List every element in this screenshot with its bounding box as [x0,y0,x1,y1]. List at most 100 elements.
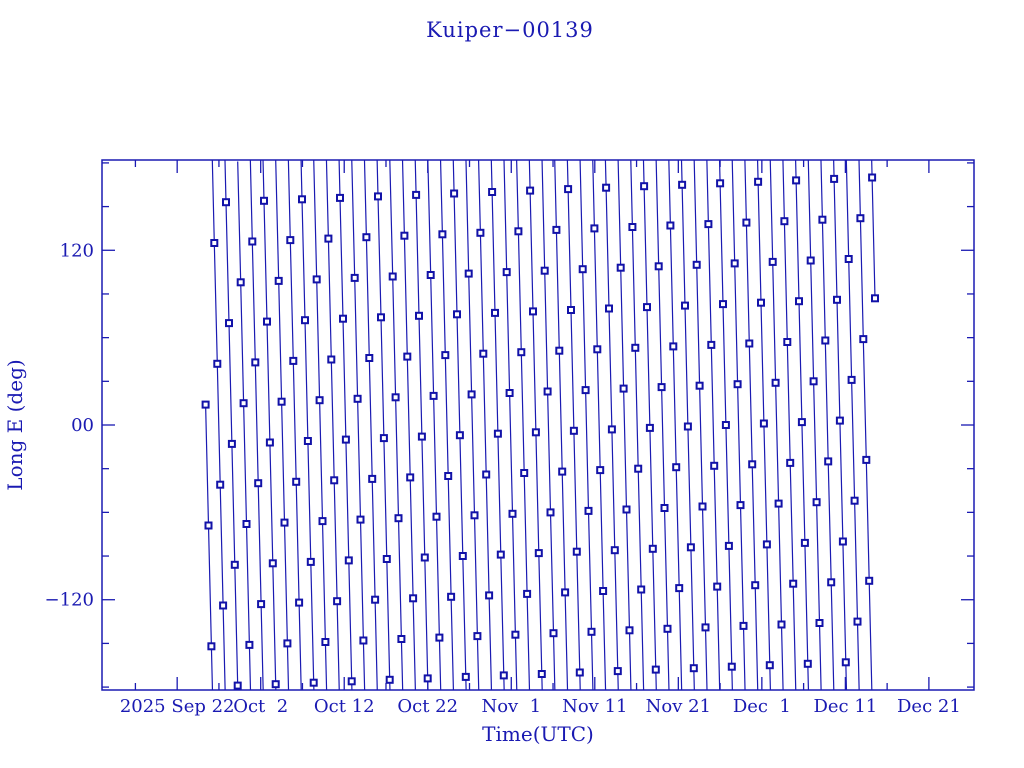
data-point-marker [572,547,581,556]
data-point-marker [493,429,502,438]
data-point-marker [610,546,619,555]
data-point-marker [710,461,719,470]
data-point-marker [236,278,245,287]
data-point-marker [330,476,339,485]
x-tick-label: Oct 12 [314,696,375,717]
data-point-marker [789,579,798,588]
data-point-marker [865,576,874,585]
data-point-marker [850,496,859,505]
data-point-marker [847,375,856,384]
data-point-marker [651,665,660,674]
data-point-marker [686,543,695,552]
data-point-marker [736,501,745,510]
data-point-marker [362,233,371,242]
chart-title: Kuiper−00139 [426,18,594,42]
data-point-marker [368,474,377,483]
data-point-marker [379,434,388,443]
data-point-marker [803,659,812,668]
data-point-marker [759,419,768,428]
data-point-marker [771,378,780,387]
data-point-marker [838,537,847,546]
data-point-marker [479,349,488,358]
x-tick-label: Oct 22 [397,696,458,717]
data-point-marker [599,587,608,595]
x-tick-label: Oct 2 [233,696,288,717]
data-point-marker [339,314,347,323]
data-point-marker [371,595,380,604]
data-point-marker [453,310,461,319]
data-point-marker [344,556,353,565]
data-point-marker [660,504,669,512]
data-point-marker [543,387,552,396]
data-point-marker [815,619,824,627]
data-point-marker [245,640,254,649]
data-point-marker [692,260,701,269]
data-point-marker [341,435,350,444]
data-point-marker [529,307,537,316]
data-point-marker [491,308,499,317]
data-point-marker [812,498,821,507]
data-point-marker [567,306,575,314]
data-point-marker [274,276,283,285]
data-point-marker [581,386,590,395]
data-point-marker [537,670,546,678]
data-point-marker [286,236,295,245]
data-point-marker [306,557,315,566]
data-point-marker [707,340,716,349]
data-point-marker [511,630,520,639]
data-point-marker [549,629,558,638]
data-point-marker [678,180,687,189]
data-point-marker [762,540,771,549]
data-point-marker [455,431,464,440]
data-point-marker [508,509,517,518]
axis-ticks [102,160,974,690]
data-point-marker [631,343,640,352]
data-point-marker [590,224,599,233]
data-point-marker [704,220,713,229]
data-point-marker [248,237,257,246]
data-point-marker [748,460,757,469]
data-point-marker [321,638,330,646]
data-point-marker [406,473,415,482]
data-point-marker [476,228,485,237]
data-point-marker [482,470,491,479]
data-point-marker [423,674,432,683]
data-point-marker [213,359,222,368]
data-point-marker [201,400,210,409]
y-tick-label: 00 [71,415,94,436]
data-point-marker [795,297,803,306]
data-point-marker [830,174,839,183]
data-point-marker [742,218,751,227]
data-point-marker [210,239,219,247]
data-point-marker [333,597,342,606]
data-point-marker [730,259,739,268]
data-point-marker [654,262,663,271]
data-point-marker [263,317,271,326]
data-point-marker [242,520,251,528]
data-point-marker [868,173,877,182]
data-point-marker [701,623,710,632]
data-point-marker [394,514,403,523]
data-point-marker [727,662,736,671]
data-point-marker [523,589,532,598]
data-point-marker [645,423,654,432]
data-point-marker [470,511,479,520]
data-point-marker [634,464,643,473]
data-point-marker [268,559,277,568]
data-point-marker [841,658,850,667]
data-point-marker [257,600,266,609]
data-point-marker [698,502,707,511]
data-point-marker [347,677,356,686]
data-point-marker [227,439,236,448]
data-point-marker [751,581,760,590]
data-point-marker [724,541,733,550]
y-tick-label: 120 [60,240,94,261]
x-tick-label: Nov 11 [562,696,627,717]
data-point-marker [464,269,473,278]
data-point-marker [800,538,809,547]
data-point-marker [596,466,605,475]
data-point-marker [575,668,584,677]
data-point-marker [473,632,482,641]
data-point-marker [584,506,593,515]
data-point-marker [616,263,625,272]
